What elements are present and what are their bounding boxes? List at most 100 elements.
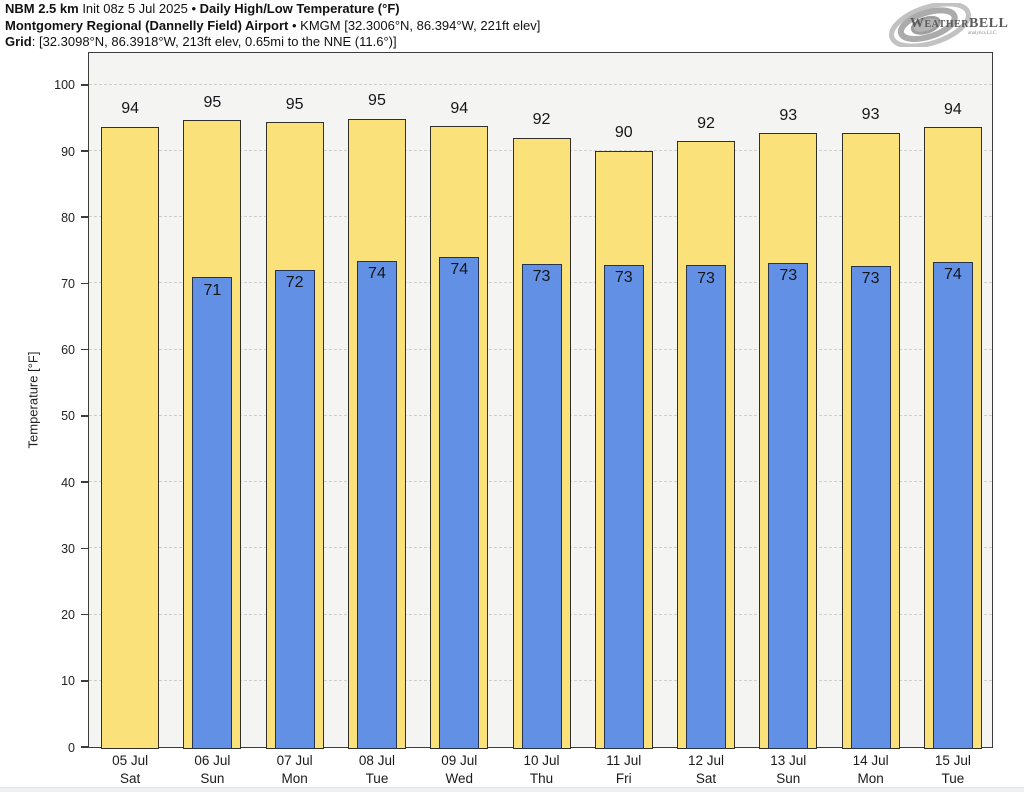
high-value-label: 94	[121, 100, 140, 118]
grid-label: Grid	[5, 34, 32, 49]
hurricane-swirl-icon	[889, 3, 971, 47]
low-value-label: 73	[614, 268, 633, 286]
low-value-label: 73	[779, 266, 798, 284]
x-label-date: 08 Jul	[358, 753, 395, 768]
y-axis-tick-label: 80	[61, 210, 75, 225]
x-label-date: 12 Jul	[688, 753, 725, 768]
high-value-label: 92	[532, 111, 551, 129]
x-label-day: Sat	[120, 771, 141, 786]
high-value-label: 90	[614, 124, 633, 142]
bar-low	[274, 269, 315, 749]
logo-brand-text: WeatherBELL	[910, 16, 1009, 31]
x-axis-tick-label: 11 Jul Fri	[583, 752, 665, 788]
bar-high	[101, 126, 160, 749]
x-label-date: 10 Jul	[523, 753, 560, 768]
bar-low	[439, 256, 480, 749]
y-axis-tick	[81, 746, 89, 748]
bar-low	[603, 264, 644, 749]
low-value-label: 71	[203, 281, 222, 299]
bar-low	[521, 263, 562, 749]
x-axis-tick-label: 05 Jul Sat	[89, 752, 171, 788]
x-label-day: Sat	[695, 771, 717, 786]
plot-area: 0 10 20 30 40 50 60 70 80 90 100 94 05 Jul Sat 95 71 06 …	[54, 52, 993, 786]
product-name: Daily High/Low Temperature (°F)	[196, 1, 400, 16]
high-value-label: 95	[368, 92, 386, 110]
x-label-day: Sun	[200, 771, 225, 786]
station-name: Montgomery Regional (Dannelly Field) Air…	[5, 17, 289, 33]
x-label-day: Wed	[445, 771, 473, 786]
x-label-date: 15 Jul	[934, 753, 971, 768]
bar-low	[192, 277, 233, 749]
low-value-label: 73	[532, 268, 551, 286]
y-axis-tick-label: 40	[61, 475, 75, 490]
y-axis-tick	[81, 216, 89, 219]
x-label-date: 07 Jul	[276, 753, 313, 768]
low-value-label: 73	[697, 269, 715, 287]
weatherbell-logo: WeatherBELL analytics LLC	[882, 3, 1012, 47]
x-axis-tick-label: 13 Jul Sun	[747, 752, 829, 788]
separator: •	[191, 1, 197, 16]
high-value-label: 94	[450, 99, 469, 117]
x-axis-tick-label: 12 Jul Sat	[665, 752, 747, 788]
x-axis-tick-label: 08 Jul Tue	[336, 752, 418, 788]
y-axis-tick	[81, 348, 89, 351]
x-axis-tick-label: 15 Jul Tue	[912, 752, 994, 788]
x-label-day: Mon	[281, 771, 308, 786]
station-separator: •	[288, 17, 301, 33]
x-label-date: 09 Jul	[441, 753, 478, 768]
x-label-date: 13 Jul	[770, 753, 807, 768]
grid-line	[89, 83, 992, 85]
x-label-day: Mon	[857, 771, 884, 786]
high-value-label: 92	[697, 114, 715, 132]
low-value-label: 74	[450, 260, 469, 278]
bar-low	[686, 265, 727, 749]
logo-sub-text: analytics LLC	[968, 31, 997, 36]
y-axis-tick-label: 70	[61, 276, 75, 291]
y-axis-tick	[81, 83, 89, 86]
y-axis-tick	[81, 150, 89, 152]
y-axis-tick	[81, 547, 89, 550]
high-value-label: 93	[779, 106, 798, 124]
y-axis-title: Temperature [°F]	[25, 351, 41, 449]
y-axis-tick	[81, 415, 89, 417]
y-axis-tick-label: 20	[61, 608, 75, 623]
y-axis-tick-label: 90	[61, 144, 75, 159]
y-axis-tick-label: 0	[68, 740, 75, 755]
header-line-2: Montgomery Regional (Dannelly Field) Air…	[5, 18, 540, 35]
init-time: Init 08z 5 Jul 2025	[78, 1, 192, 16]
grid-meta: : [32.3098°N, 86.3918°W, 213ft elev, 0.6…	[31, 34, 397, 49]
y-axis-tick	[81, 613, 89, 616]
high-value-label: 93	[861, 106, 880, 124]
bar-low	[768, 262, 809, 749]
x-axis-tick-label: 06 Jul Sun	[171, 752, 253, 788]
low-value-label: 72	[285, 274, 304, 292]
high-value-label: 95	[285, 95, 304, 113]
y-axis-tick	[81, 679, 89, 682]
page-bottom-strip	[0, 787, 1024, 792]
x-label-date: 06 Jul	[194, 753, 231, 768]
x-label-day: Tue	[941, 771, 965, 786]
low-value-label: 74	[368, 264, 386, 282]
x-label-date: 05 Jul	[112, 753, 149, 768]
bar-low	[356, 260, 397, 749]
bar-low	[932, 261, 973, 749]
y-axis-tick-label: 10	[61, 674, 75, 689]
x-label-day: Fri	[615, 771, 632, 786]
x-label-date: 14 Jul	[852, 753, 889, 768]
x-axis-tick-label: 09 Jul Wed	[418, 752, 500, 788]
y-axis-tick-label: 60	[61, 343, 75, 358]
x-axis-tick-label: 07 Jul Mon	[254, 752, 336, 788]
y-axis-tick-label: 50	[61, 409, 75, 424]
header-line-1: NBM 2.5 km Init 08z 5 Jul 2025 • Daily H…	[5, 1, 540, 18]
high-value-label: 94	[943, 100, 962, 118]
station-meta: KMGM [32.3006°N, 86.394°W, 221ft elev]	[300, 17, 541, 33]
model-name: NBM 2.5 km	[5, 1, 79, 16]
y-axis-tick	[81, 481, 89, 483]
low-value-label: 74	[943, 266, 962, 284]
x-label-date: 11 Jul	[606, 753, 642, 768]
y-axis-tick-label: 100	[54, 78, 75, 93]
y-axis-tick-label: 30	[61, 541, 75, 556]
y-axis-tick	[81, 282, 89, 285]
x-axis-tick-label: 14 Jul Mon	[829, 752, 911, 788]
x-label-day: Tue	[365, 771, 389, 786]
